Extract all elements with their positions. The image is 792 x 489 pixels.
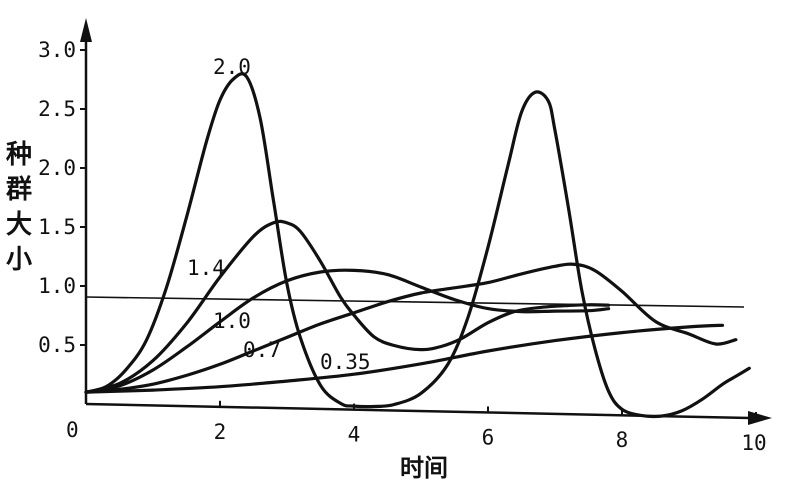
series-line-2.0 bbox=[84, 72, 751, 419]
axes bbox=[80, 18, 772, 425]
series-label-1.4: 1.4 bbox=[187, 256, 225, 280]
y-axis-label-char: 种 bbox=[6, 140, 32, 170]
x-axis-arrow bbox=[748, 411, 772, 425]
y-axis-label-char: 小 bbox=[6, 245, 32, 275]
x-ticks: 2 4 6 8 10 bbox=[214, 400, 767, 455]
series-line-1.0 bbox=[84, 268, 611, 394]
origin-label: 0 bbox=[66, 418, 79, 442]
y-tick-label: 0.5 bbox=[38, 333, 76, 357]
series-line-1.4 bbox=[84, 219, 611, 394]
series-label-0.7: 0.7 bbox=[243, 338, 281, 362]
y-axis-arrow bbox=[80, 18, 92, 42]
y-tick-label: 2.0 bbox=[38, 156, 76, 180]
series-labels: 2.0 1.4 1.0 0.7 0.35 bbox=[187, 55, 371, 374]
series-label-2.0: 2.0 bbox=[213, 55, 251, 79]
x-tick-label: 8 bbox=[616, 428, 629, 452]
reference-line bbox=[85, 296, 745, 308]
series-lines bbox=[84, 72, 751, 419]
y-tick-label: 1.5 bbox=[38, 215, 76, 239]
y-axis-label-char: 大 bbox=[6, 210, 32, 240]
x-axis-label: 时间 bbox=[400, 454, 448, 482]
series-line-0.35 bbox=[84, 323, 725, 394]
series-line-0.7 bbox=[84, 262, 738, 394]
y-tick-label: 2.5 bbox=[38, 97, 76, 121]
series-label-1.0: 1.0 bbox=[213, 309, 251, 333]
y-tick-label: 3.0 bbox=[38, 38, 76, 62]
y-tick-label: 1.0 bbox=[38, 274, 76, 298]
y-axis-label-char: 群 bbox=[5, 175, 32, 205]
y-ticks: 0.5 1.0 1.5 2.0 2.5 3.0 bbox=[38, 38, 86, 357]
x-tick-label: 4 bbox=[348, 423, 361, 447]
x-tick-label: 6 bbox=[482, 425, 495, 449]
x-tick-label: 2 bbox=[214, 420, 227, 444]
x-tick-label: 10 bbox=[741, 431, 766, 455]
series-label-0.35: 0.35 bbox=[320, 350, 371, 374]
